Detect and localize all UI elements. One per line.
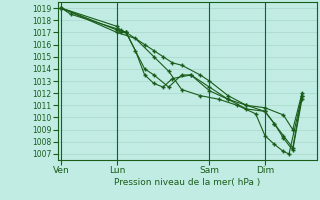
- X-axis label: Pression niveau de la mer( hPa ): Pression niveau de la mer( hPa ): [114, 178, 260, 187]
